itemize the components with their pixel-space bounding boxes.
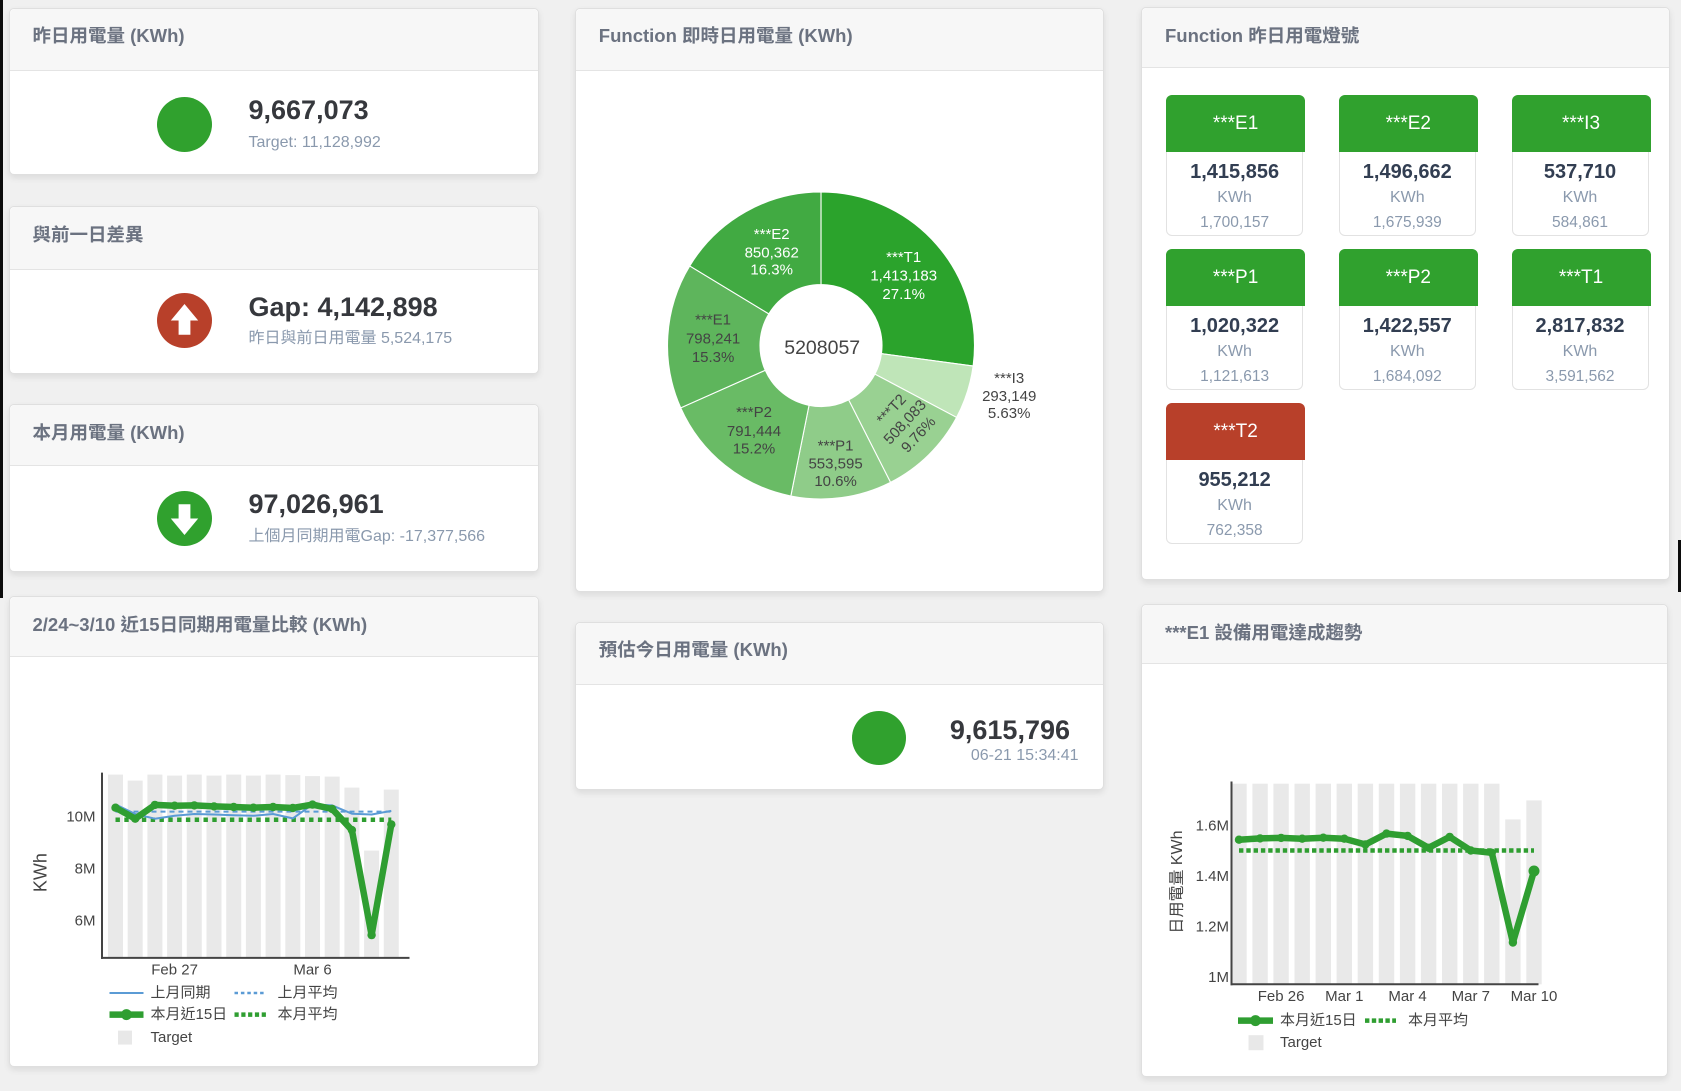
svg-text:KWh: KWh (30, 853, 50, 892)
svg-text:Target: Target (1280, 1034, 1323, 1051)
svg-text:***E2: ***E2 (754, 226, 790, 243)
svg-text:***I3: ***I3 (994, 369, 1024, 386)
svg-text:5208057: 5208057 (784, 336, 860, 358)
svg-text:Feb 26: Feb 26 (1258, 988, 1305, 1005)
svg-text:15.2%: 15.2% (733, 440, 776, 457)
svg-text:本月平均: 本月平均 (277, 1006, 337, 1023)
svg-text:Mar 4: Mar 4 (1388, 988, 1426, 1005)
svg-text:***P1: ***P1 (817, 437, 853, 454)
svg-text:1.2M: 1.2M (1196, 918, 1229, 935)
svg-text:553,595: 553,595 (808, 455, 862, 472)
svg-text:1M: 1M (1208, 969, 1229, 986)
svg-text:上月同期: 上月同期 (150, 985, 210, 1002)
svg-text:798,241: 798,241 (686, 330, 740, 347)
svg-text:1,413,183: 1,413,183 (870, 267, 937, 284)
svg-text:本月近15日: 本月近15日 (1280, 1012, 1357, 1029)
svg-text:Feb 27: Feb 27 (151, 962, 198, 979)
svg-text:1.4M: 1.4M (1196, 868, 1229, 885)
svg-text:***P2: ***P2 (736, 404, 772, 421)
svg-text:Mar 10: Mar 10 (1511, 988, 1558, 1005)
svg-text:293,149: 293,149 (982, 387, 1036, 404)
svg-text:27.1%: 27.1% (882, 286, 925, 303)
svg-text:本月平均: 本月平均 (1408, 1012, 1468, 1029)
svg-text:5.63%: 5.63% (988, 404, 1031, 421)
svg-text:本月近15日: 本月近15日 (150, 1006, 227, 1023)
svg-text:1.6M: 1.6M (1196, 817, 1229, 834)
svg-text:10M: 10M (66, 809, 95, 826)
svg-text:15.3%: 15.3% (692, 348, 735, 365)
svg-text:Target: Target (150, 1029, 193, 1046)
svg-text:6M: 6M (74, 913, 95, 930)
svg-text:日用電量 KWh: 日用電量 KWh (1169, 830, 1186, 933)
svg-text:10.6%: 10.6% (814, 472, 857, 489)
svg-text:上月平均: 上月平均 (277, 985, 337, 1002)
svg-text:***E1: ***E1 (695, 311, 731, 328)
svg-text:850,362: 850,362 (744, 244, 798, 261)
svg-text:Mar 7: Mar 7 (1452, 988, 1490, 1005)
svg-text:Mar 1: Mar 1 (1325, 988, 1363, 1005)
svg-text:791,444: 791,444 (727, 423, 781, 440)
svg-text:8M: 8M (74, 861, 95, 878)
svg-text:16.3%: 16.3% (750, 261, 793, 278)
svg-text:***T1: ***T1 (886, 248, 921, 265)
svg-text:Mar 6: Mar 6 (293, 962, 331, 979)
